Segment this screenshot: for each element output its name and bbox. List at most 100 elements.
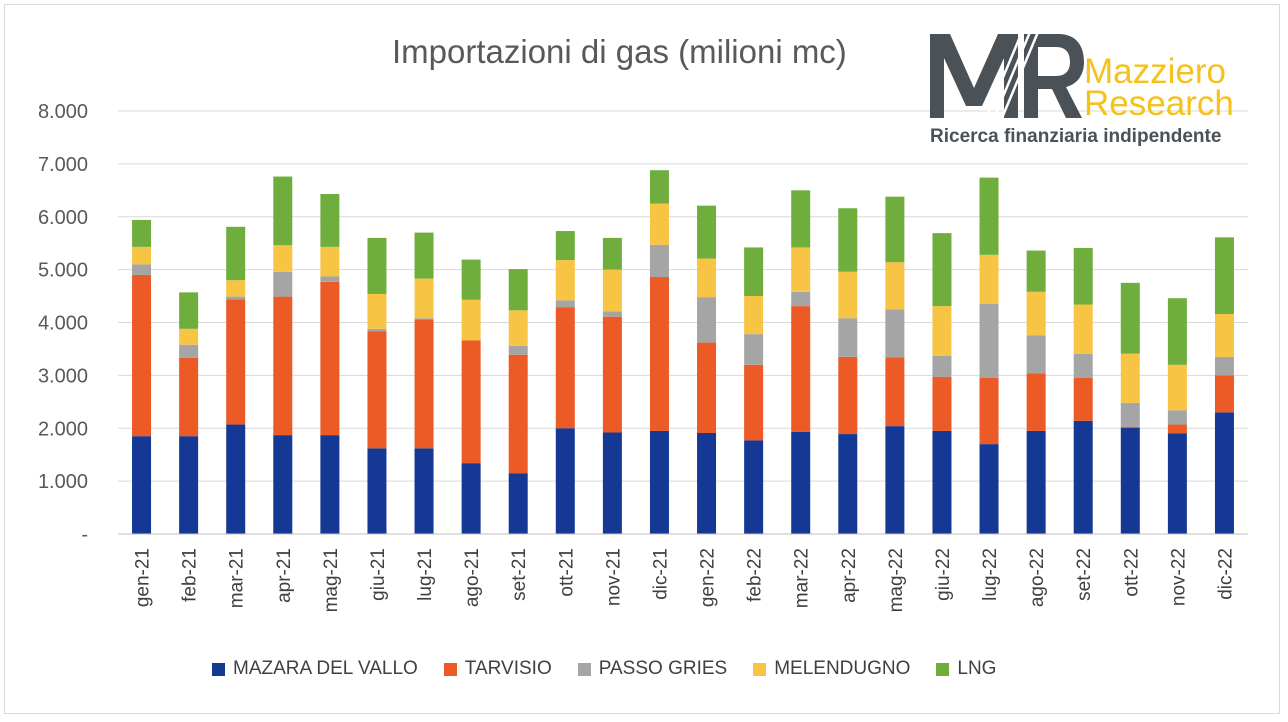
bar-segment-passo-gries bbox=[414, 318, 434, 320]
bar-segment-passo-gries bbox=[226, 296, 246, 300]
bar-segment-passo-gries bbox=[979, 303, 999, 379]
legend-item: TARVISIO bbox=[443, 658, 552, 680]
bar-segment-melendugno bbox=[885, 262, 905, 310]
bar-segment-tarvisio bbox=[649, 277, 669, 431]
legend-label: MELENDUGNO bbox=[774, 658, 911, 679]
bar-segment-lng bbox=[273, 176, 293, 246]
bar-segment-passo-gries bbox=[1073, 353, 1093, 379]
bar-segment-passo-gries bbox=[367, 328, 387, 332]
bar-segment-mazara-del-vallo bbox=[508, 473, 528, 534]
bar-segment-passo-gries bbox=[697, 297, 717, 343]
bar-segment-lng bbox=[132, 219, 152, 247]
bar-segment-melendugno bbox=[1214, 314, 1234, 357]
bar-segment-lng bbox=[461, 259, 481, 300]
x-tick-label: mar-21 bbox=[227, 548, 248, 608]
bar-segment-tarvisio bbox=[226, 299, 246, 425]
bar-segment-lng bbox=[838, 208, 858, 272]
legend-label: PASSO GRIES bbox=[598, 658, 728, 679]
chart-title: Importazioni di gas (milioni mc) bbox=[392, 33, 847, 70]
y-tick-label: 4.000 bbox=[38, 313, 88, 335]
legend-swatch bbox=[753, 662, 767, 676]
y-tick-label: 2.000 bbox=[38, 418, 88, 440]
bar-segment-tarvisio bbox=[602, 316, 622, 433]
x-tick-label: apr-21 bbox=[274, 548, 295, 603]
bar-segment-melendugno bbox=[932, 306, 952, 356]
legend-label: MAZARA DEL VALLO bbox=[233, 658, 418, 679]
x-tick-label: dic-22 bbox=[1215, 548, 1236, 600]
bar-segment-passo-gries bbox=[885, 309, 905, 358]
bar-segment-lng bbox=[885, 196, 905, 263]
bar-segment-tarvisio bbox=[1026, 373, 1046, 431]
bar-segment-melendugno bbox=[273, 245, 293, 272]
bar-segment-lng bbox=[744, 247, 764, 297]
bar-segment-melendugno bbox=[367, 293, 387, 329]
bar-segment-passo-gries bbox=[744, 334, 764, 365]
bar-segment-mazara-del-vallo bbox=[697, 433, 717, 534]
bar-segment-mazara-del-vallo bbox=[367, 448, 387, 534]
x-tick-label: dic-21 bbox=[650, 548, 671, 600]
bar-segment-melendugno bbox=[414, 278, 434, 319]
bar-segment-lng bbox=[979, 177, 999, 255]
y-tick-label: 7.000 bbox=[38, 154, 88, 176]
bar-segment-passo-gries bbox=[555, 300, 575, 308]
bar-segment-tarvisio bbox=[932, 376, 952, 431]
bar-segment-passo-gries bbox=[838, 318, 858, 357]
bar-segment-tarvisio bbox=[367, 331, 387, 449]
bar-segment-mazara-del-vallo bbox=[1026, 430, 1046, 534]
bar-segment-tarvisio bbox=[320, 281, 340, 436]
x-tick-label: gen-22 bbox=[698, 548, 719, 607]
bar-segment-melendugno bbox=[1073, 304, 1093, 354]
bar-segment-melendugno bbox=[697, 258, 717, 298]
bar-segment-mazara-del-vallo bbox=[320, 435, 340, 534]
bar-segment-lng bbox=[649, 170, 669, 204]
bar-segment-mazara-del-vallo bbox=[555, 428, 575, 534]
bar-segment-tarvisio bbox=[1167, 424, 1187, 434]
bar-segment-passo-gries bbox=[1167, 410, 1187, 425]
logo-tagline: Ricerca finanziaria indipendente bbox=[930, 126, 1222, 147]
bar-segment-lng bbox=[1073, 247, 1093, 305]
bar-segment-tarvisio bbox=[791, 306, 811, 432]
logo-name: Mazziero Research bbox=[1084, 54, 1234, 121]
x-tick-label: giu-21 bbox=[368, 548, 389, 601]
x-tick-label: apr-22 bbox=[839, 548, 860, 603]
bar-segment-tarvisio bbox=[273, 296, 293, 436]
x-tick-label: nov-22 bbox=[1168, 548, 1189, 606]
bar-segment-mazara-del-vallo bbox=[791, 431, 811, 534]
bar-segment-tarvisio bbox=[1073, 378, 1093, 421]
bar-segment-passo-gries bbox=[602, 311, 622, 317]
x-tick-label: nov-21 bbox=[603, 548, 624, 606]
bar-segment-mazara-del-vallo bbox=[838, 434, 858, 534]
bar-segment-melendugno bbox=[791, 247, 811, 292]
bar-segment-lng bbox=[791, 190, 811, 248]
bar-segment-lng bbox=[320, 194, 340, 247]
x-tick-label: giu-22 bbox=[933, 548, 954, 601]
legend-item: MAZARA DEL VALLO bbox=[212, 658, 418, 680]
x-tick-label: mar-22 bbox=[792, 548, 813, 608]
x-tick-label: set-22 bbox=[1074, 548, 1095, 601]
x-tick-label: lug-22 bbox=[980, 548, 1001, 601]
x-tick-label: ott-22 bbox=[1121, 548, 1142, 597]
bar-segment-lng bbox=[414, 232, 434, 279]
bars bbox=[132, 170, 1234, 534]
bar-segment-lng bbox=[1026, 250, 1046, 292]
y-tick-label: 1.000 bbox=[38, 471, 88, 493]
bar-segment-tarvisio bbox=[508, 354, 528, 474]
bar-segment-lng bbox=[508, 269, 528, 311]
bar-segment-mazara-del-vallo bbox=[744, 440, 764, 534]
legend-swatch bbox=[212, 662, 225, 676]
x-tick-label: lug-21 bbox=[415, 548, 436, 601]
bar-segment-mazara-del-vallo bbox=[1120, 427, 1140, 534]
bar-segment-tarvisio bbox=[838, 356, 858, 435]
x-tick-label: feb-21 bbox=[180, 548, 201, 602]
bar-segment-tarvisio bbox=[979, 378, 999, 445]
legend-swatch bbox=[936, 662, 950, 676]
y-tick-label: 8.000 bbox=[38, 101, 88, 123]
legend-swatch bbox=[443, 662, 457, 676]
bar-segment-tarvisio bbox=[555, 307, 575, 429]
legend-item: MELENDUGNO bbox=[753, 658, 910, 680]
x-tick-label: mag-21 bbox=[321, 548, 342, 612]
bar-segment-tarvisio bbox=[132, 274, 152, 437]
bar-segment-melendugno bbox=[320, 246, 340, 277]
x-tick-label: ott-21 bbox=[556, 548, 577, 597]
bar-segment-mazara-del-vallo bbox=[414, 448, 434, 534]
